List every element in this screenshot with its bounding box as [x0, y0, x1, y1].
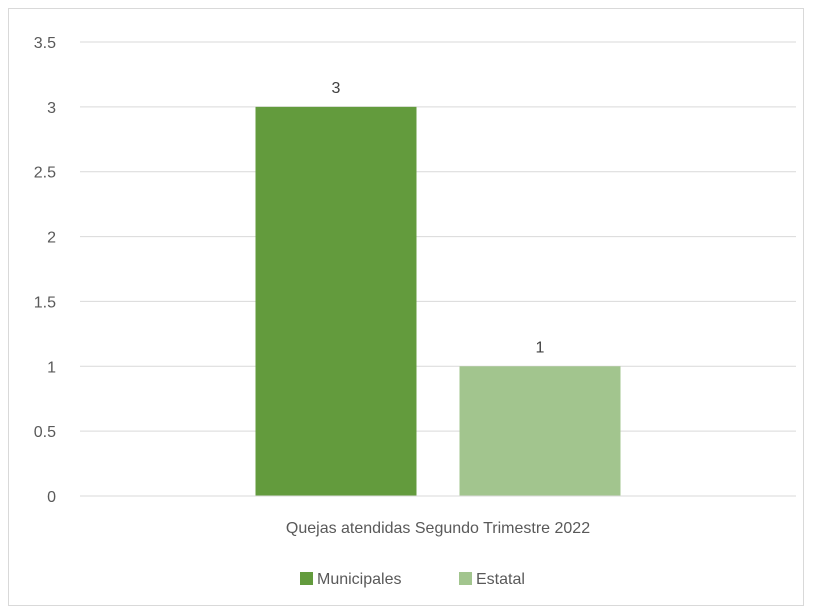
y-tick-label: 2	[47, 230, 56, 247]
y-tick-label: 1	[47, 359, 56, 376]
bars	[255, 106, 621, 496]
y-tick-label: 0.5	[34, 424, 56, 441]
legend-label-estatal: Estatal	[476, 571, 525, 588]
category-label: Quejas atendidas Segundo Trimestre 2022	[286, 520, 590, 537]
y-tick-label: 1.5	[34, 294, 56, 311]
data-labels: 31	[332, 80, 545, 356]
y-tick-label: 3	[47, 100, 56, 117]
legend: Municipales Estatal	[300, 571, 525, 588]
y-tick-label: 3.5	[34, 35, 56, 52]
bar-estatal	[459, 366, 621, 496]
gridlines	[80, 41, 796, 432]
y-axis-ticks: 0 0.5 1 1.5 2 2.5 3 3.5	[34, 35, 56, 506]
bar-municipales	[255, 106, 417, 496]
y-tick-label: 0	[47, 489, 56, 506]
data-label-municipales: 3	[332, 80, 341, 97]
legend-label-municipales: Municipales	[317, 571, 401, 588]
legend-swatch-estatal	[459, 572, 472, 585]
y-tick-label: 2.5	[34, 165, 56, 182]
data-label-estatal: 1	[536, 339, 545, 356]
legend-swatch-municipales	[300, 572, 313, 585]
